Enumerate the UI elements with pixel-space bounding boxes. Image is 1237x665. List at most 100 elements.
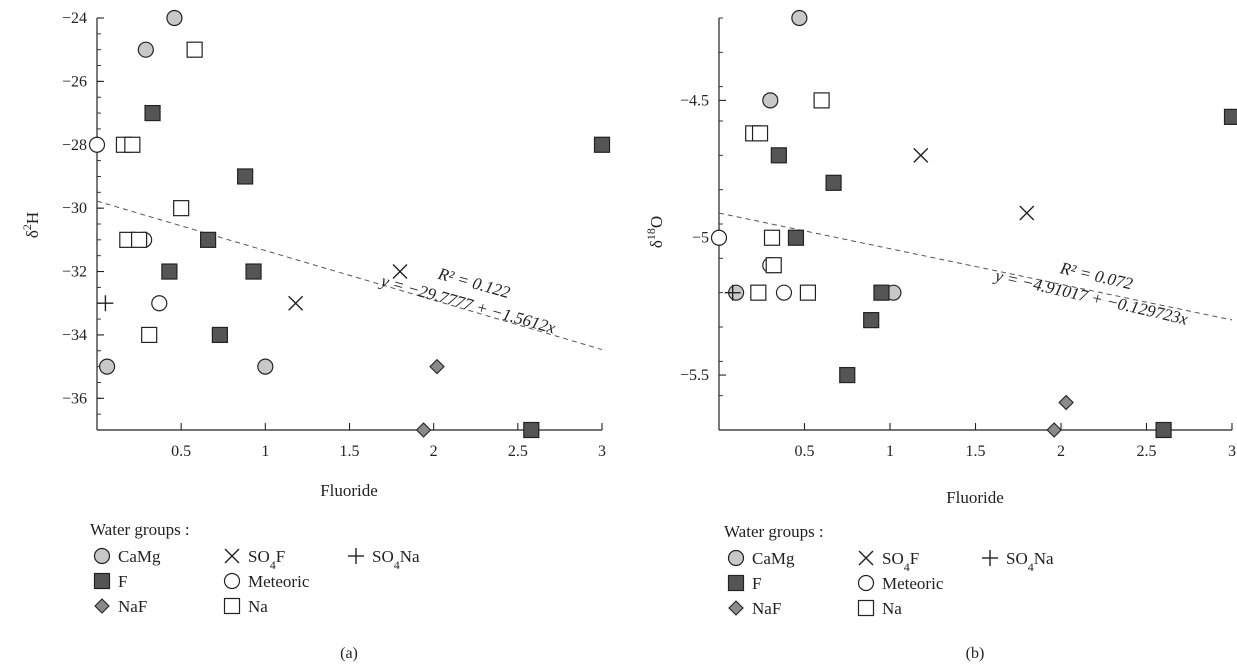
panel-a-legend-marker — [93, 572, 111, 590]
panel-a-point-na — [173, 200, 190, 217]
panel-a-legend-label: SO4Na — [372, 547, 420, 572]
panel-a-y-label: δ2H — [20, 212, 42, 238]
panel-a-x-tick-label: 3 — [598, 443, 606, 460]
panel-a-point-f — [523, 421, 540, 439]
panel-b-x-tick-label: 2 — [1057, 443, 1065, 460]
panel-a-trend-line — [96, 200, 603, 351]
panel-a-point-camg — [98, 358, 116, 375]
panel-b-x-tick-label: 0.5 — [795, 443, 815, 460]
panel-a-point-f — [245, 263, 262, 280]
panel-a-ticks: 0.5 1 1.5 2 2.5 3 −24 −26 −28 −30 −32 −34 −36 — [62, 10, 606, 460]
panel-b-point-camg — [791, 9, 808, 27]
panel-a-legend-label: SO4F — [248, 547, 285, 572]
panel-a-y-tick-label: −28 — [62, 137, 87, 154]
panel-a-x-tick-label: 2 — [430, 443, 438, 460]
panel-a-legend-marker — [223, 572, 241, 590]
panel-b-x-tick-label: 1.5 — [966, 443, 986, 460]
panel-b-legend-label: Meteoric — [882, 574, 944, 593]
panel-a-point-f — [593, 136, 611, 153]
panel-b-point-f — [1155, 421, 1172, 439]
panel-a-legend-label: NaF — [118, 597, 147, 616]
panel-a-point-meteoric — [151, 295, 168, 312]
panel-a-point-f — [211, 326, 228, 344]
panel-a-point-camg — [166, 9, 183, 27]
panel-b-point-f — [770, 147, 787, 164]
panel-b-x-label: Fluoride — [946, 488, 1004, 507]
panel-a-point-sona — [97, 295, 114, 312]
panel-b-point-f — [1223, 108, 1237, 125]
panel-b-point-f — [825, 174, 842, 191]
panel-a-legend-marker — [224, 548, 240, 564]
panel-b-point-na — [763, 229, 781, 246]
panel-b-point-f — [839, 366, 856, 384]
panel-b-legend-label: SO4F — [882, 549, 919, 574]
panel-a-legend-marker — [94, 598, 110, 614]
panel-a-point-f — [200, 231, 217, 248]
panel-a-point-naf — [429, 358, 445, 375]
panel-b-legend-title: Water groups : — [724, 522, 824, 541]
panel-b-y-tick-label: −5.5 — [680, 367, 709, 384]
panel-a-point-f — [237, 168, 254, 185]
panel-a-point-camg — [257, 358, 274, 375]
panel-b-trend-line — [718, 212, 1233, 321]
panel-b-caption: (b) — [966, 645, 985, 662]
panel-b-y-tick-label: −5 — [692, 230, 709, 247]
panel-a-x-tick-label: 1.5 — [340, 443, 360, 460]
panel-a-legend-label: CaMg — [118, 547, 161, 566]
panel-a-points — [88, 9, 611, 439]
panel-b-legend-label: Na — [882, 599, 902, 618]
panel-a-legend-label: F — [118, 572, 127, 591]
panel-a-x-tick-label: 2.5 — [508, 443, 528, 460]
panel-b-legend-marker — [858, 550, 874, 566]
panel-b-point-f — [787, 229, 805, 246]
panel-a-y-tick-label: −36 — [62, 390, 87, 407]
panel-b-point-na — [813, 92, 830, 109]
panel-b-legend-marker — [857, 574, 875, 592]
panel-a-y-tick-label: −32 — [62, 264, 87, 281]
panel-a-y-tick-label: −34 — [62, 327, 87, 344]
panel-b-point-camg — [762, 92, 779, 109]
panel-a-point-f — [144, 104, 161, 122]
panel-a-legend-marker — [93, 547, 111, 565]
panel-b-point-sof — [913, 147, 929, 163]
panel-a-point-na — [141, 326, 158, 344]
panel-b-point-sona — [724, 284, 741, 301]
panel-b-legend-marker — [728, 600, 744, 616]
panel-b-y-tick-label: −4.5 — [680, 92, 709, 109]
panel-b-legend-marker — [727, 574, 745, 592]
panel-b-x-tick-label: 2.5 — [1137, 443, 1157, 460]
panel-a-point-f — [161, 263, 178, 280]
panel-a-x-tick-label: 0.5 — [171, 443, 191, 460]
panel-a-point-na — [124, 136, 141, 153]
panel-b-legend-marker — [727, 549, 745, 567]
panel-a-legend-marker — [348, 548, 364, 564]
panel-b-point-naf — [1058, 394, 1074, 411]
panel-b-x-tick-label: 3 — [1228, 443, 1236, 460]
panel-b-point-na — [765, 257, 782, 274]
panel-a-point-sof — [288, 295, 304, 311]
panel-a-caption: (a) — [340, 645, 358, 662]
panel-b-point-na — [799, 284, 817, 301]
panel-b-y-label: δ18O — [644, 216, 666, 248]
panel-a-y-tick-label: −26 — [62, 73, 87, 90]
panel-a-point-meteoric — [88, 136, 106, 153]
panel-a-chart: 0.5 1 1.5 2 2.5 3 −24 −26 −28 −30 −32 −34 −36 R² = 0… — [20, 9, 611, 500]
panel-a-legend-label: Na — [248, 597, 268, 616]
panel-b-legend-label: NaF — [752, 599, 781, 618]
panel-a-point-naf — [415, 422, 432, 438]
panel-b-point-f — [863, 312, 880, 329]
panel-b-point-meteoric — [710, 229, 728, 246]
panel-b-legend-label: F — [752, 574, 761, 593]
panel-a-x-tick-label: 1 — [261, 443, 269, 460]
panel-a-y-tick-label: −30 — [62, 200, 87, 217]
panel-a-point-na — [130, 231, 148, 248]
panel-b-x-tick-label: 1 — [886, 443, 894, 460]
panel-a-point-sof — [392, 264, 408, 280]
panel-a-point-na — [186, 41, 203, 58]
panel-b-legend-marker — [857, 599, 875, 617]
